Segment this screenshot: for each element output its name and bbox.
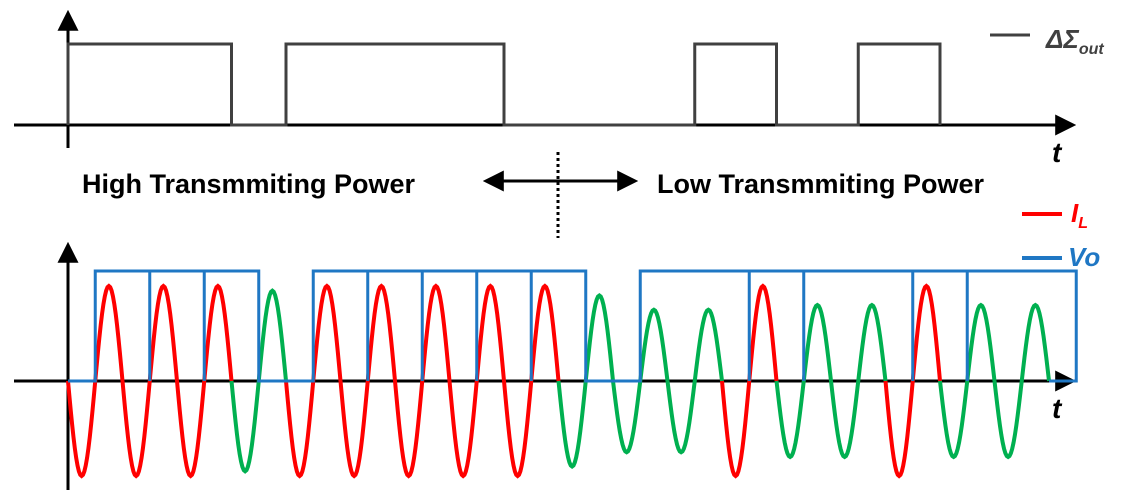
vo-waveform (68, 269, 1078, 383)
top-axis-t-label: t (1052, 137, 1063, 168)
il-idle-cycle (665, 307, 724, 455)
delta-sigma-symbol: ΔΣ (1045, 24, 1079, 54)
bottom-axis-t-label: t (1052, 393, 1063, 424)
vo-legend-label: Vo (1068, 242, 1100, 272)
delta-sigma-subscript: out (1079, 41, 1105, 58)
il-subscript: L (1078, 215, 1088, 232)
delta-sigma-out-waveform (66, 42, 942, 127)
low-power-label: Low Transmmiting Power (657, 169, 985, 199)
il-idle-cycle (992, 302, 1051, 460)
il-idle-cycle (829, 302, 888, 460)
il-symbol: I (1071, 198, 1079, 228)
high-power-label: High Transmmiting Power (82, 169, 416, 199)
delta-sigma-legend-label: ΔΣout (1045, 24, 1104, 58)
il-legend-label: IL (1071, 198, 1088, 232)
